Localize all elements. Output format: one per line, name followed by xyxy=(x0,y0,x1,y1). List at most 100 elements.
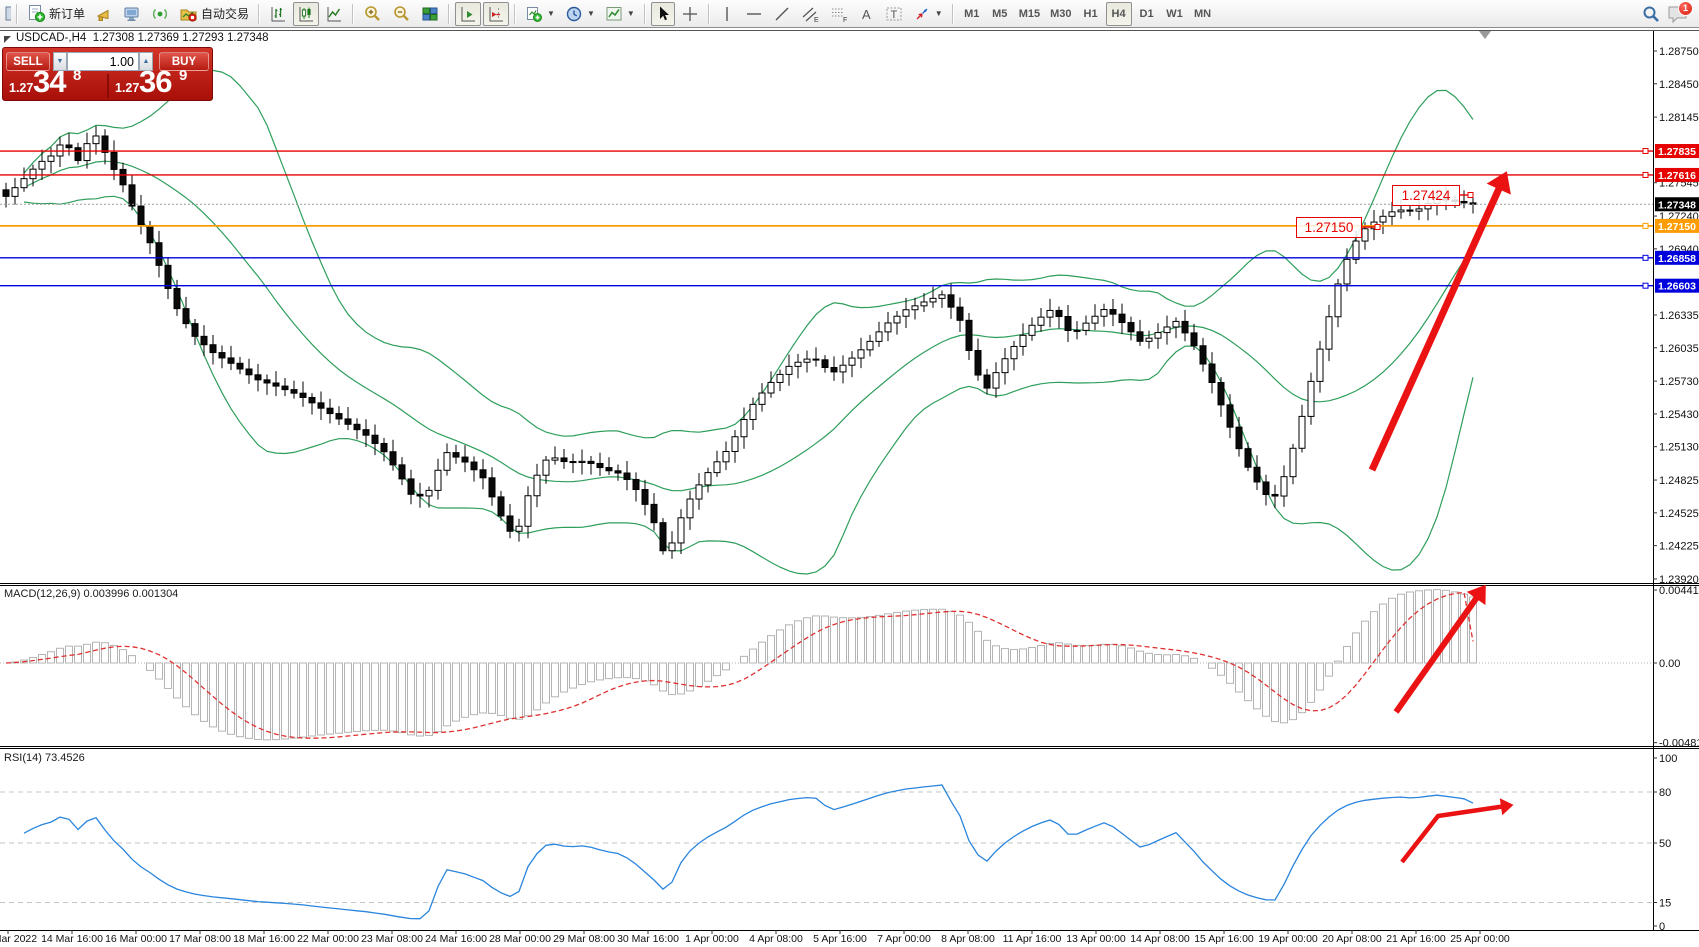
tile-windows-button[interactable] xyxy=(417,2,443,26)
price-scale[interactable]: 1.287501.284501.281451.275451.272401.269… xyxy=(1653,46,1699,586)
candle-body xyxy=(200,335,208,346)
profiles-button[interactable]: ▼ xyxy=(561,2,599,26)
zoom-in-button[interactable] xyxy=(359,2,386,26)
candle-body xyxy=(515,525,523,532)
chart-shift-marker[interactable] xyxy=(1479,31,1491,39)
macd-bar xyxy=(1415,590,1423,664)
new-chart-button[interactable]: ▼ xyxy=(521,2,559,26)
volume-decrease-button[interactable]: ▼ xyxy=(53,52,67,71)
candle-body xyxy=(1082,322,1090,331)
candle-body xyxy=(848,357,856,366)
candle-body xyxy=(1037,316,1045,326)
indicators-button[interactable]: ▼ xyxy=(601,2,639,26)
macd-bar xyxy=(1352,632,1360,664)
timeframe-M30[interactable]: M30 xyxy=(1046,2,1075,26)
macd-bar xyxy=(1253,662,1261,710)
buy-price[interactable]: 1.27 36 9 xyxy=(115,64,211,99)
candle-body xyxy=(2,189,10,197)
vertical-line-button[interactable] xyxy=(715,2,739,26)
candle-body xyxy=(758,392,766,405)
timeframe-group: M1 M5 M15 M30 H1 H4 D1 W1 MN xyxy=(959,1,1216,26)
macd-bar xyxy=(155,662,163,680)
macd-bar xyxy=(92,641,100,664)
line-handle[interactable] xyxy=(1642,254,1649,261)
buy-button[interactable]: BUY xyxy=(159,52,209,71)
timeframe-D1[interactable]: D1 xyxy=(1134,2,1160,26)
candle-body xyxy=(623,472,631,480)
signal-button[interactable] xyxy=(147,2,173,26)
metaeditor-button[interactable] xyxy=(91,2,117,26)
macd-bar xyxy=(326,662,334,735)
price-annotation-1-27150[interactable]: 1.27150 xyxy=(1296,217,1362,238)
auto-scroll-button[interactable] xyxy=(455,1,482,26)
clipped-chart-icon[interactable] xyxy=(4,4,11,24)
panel-collapse-arrow[interactable] xyxy=(4,36,11,43)
candle-body xyxy=(1244,448,1252,468)
volume-input[interactable] xyxy=(67,52,139,71)
time-tick-label: 25 Apr 00:00 xyxy=(1450,933,1510,945)
arrows-button[interactable]: ▼ xyxy=(909,2,947,26)
svg-text:1.27835: 1.27835 xyxy=(1658,146,1696,158)
chart-canvas[interactable]: 1.287501.284501.281451.275451.272401.269… xyxy=(0,28,1699,947)
timeframe-W1[interactable]: W1 xyxy=(1162,2,1188,26)
timeframe-M1[interactable]: M1 xyxy=(959,2,985,26)
candle-body xyxy=(587,460,595,464)
trend-arrow-macd[interactable] xyxy=(1393,584,1486,714)
chart-symbol: USDCAD-,H4 xyxy=(16,32,87,44)
candle-body xyxy=(614,470,622,474)
timeframe-H4[interactable]: H4 xyxy=(1105,1,1132,26)
timeframe-H1[interactable]: H1 xyxy=(1078,2,1104,26)
macd-bar xyxy=(884,613,892,664)
macd-bar xyxy=(407,662,415,736)
line-handle[interactable] xyxy=(1642,222,1649,229)
line-chart-button[interactable] xyxy=(321,2,347,26)
volume-increase-button[interactable]: ▲ xyxy=(139,52,153,71)
text-button[interactable]: A xyxy=(855,2,879,26)
macd-bar xyxy=(515,662,523,720)
candle-body xyxy=(695,484,703,500)
search-icon[interactable] xyxy=(1641,4,1661,24)
macd-bar xyxy=(398,662,406,734)
candlestick-chart-button[interactable] xyxy=(293,1,320,26)
timeframe-M15[interactable]: M15 xyxy=(1015,2,1044,26)
line-handle[interactable] xyxy=(1642,171,1649,178)
trendline-button[interactable] xyxy=(769,2,795,26)
crosshair-button[interactable] xyxy=(677,2,703,26)
macd-bar xyxy=(443,662,451,727)
chart-ohlc: 1.27308 1.27369 1.27293 1.27348 xyxy=(92,32,269,44)
macd-bar xyxy=(344,662,352,733)
chart-shift-button[interactable] xyxy=(483,1,510,26)
terminal-button[interactable] xyxy=(119,2,145,26)
macd-bar xyxy=(1388,597,1396,664)
line-handle[interactable] xyxy=(1642,282,1649,289)
candle-body xyxy=(983,374,991,389)
cursor-button[interactable] xyxy=(650,1,675,26)
sell-button[interactable]: SELL xyxy=(6,52,50,71)
bar-chart-button[interactable] xyxy=(265,2,291,26)
equidistant-channel-button[interactable]: E xyxy=(797,2,824,26)
macd-scale[interactable]: 0.004416 0.00 -0.004818 xyxy=(1653,585,1699,750)
auto-trading-button[interactable]: 自动交易 xyxy=(175,2,253,26)
line-handle[interactable] xyxy=(1642,148,1649,155)
notifications-button[interactable]: 1 xyxy=(1667,0,1693,24)
new-order-button[interactable]: 新订单 xyxy=(23,2,89,26)
sell-price[interactable]: 1.27 34 8 xyxy=(9,64,105,99)
macd-bar xyxy=(191,662,199,716)
time-tick-label: 14 Apr 08:00 xyxy=(1130,933,1190,945)
trend-arrow-main[interactable] xyxy=(1368,171,1511,472)
fibonacci-button[interactable]: F xyxy=(826,2,853,26)
macd-bar xyxy=(290,662,298,739)
timeframe-MN[interactable]: MN xyxy=(1190,2,1216,26)
timeframe-M5[interactable]: M5 xyxy=(987,2,1013,26)
price-annotation-1-27424[interactable]: 1.27424 xyxy=(1392,185,1460,206)
trend-arrow-rsi[interactable] xyxy=(1400,798,1514,864)
timeframe-label: H4 xyxy=(1111,7,1126,20)
text-label-button[interactable]: T xyxy=(881,2,907,26)
macd-bar xyxy=(254,662,262,740)
macd-bar xyxy=(236,662,244,738)
rsi-scale[interactable]: 100 80 50 15 0 xyxy=(1653,753,1677,933)
horizontal-line-button[interactable] xyxy=(741,2,767,26)
timeframe-label: D1 xyxy=(1139,7,1154,20)
zoom-out-button[interactable] xyxy=(388,2,415,26)
